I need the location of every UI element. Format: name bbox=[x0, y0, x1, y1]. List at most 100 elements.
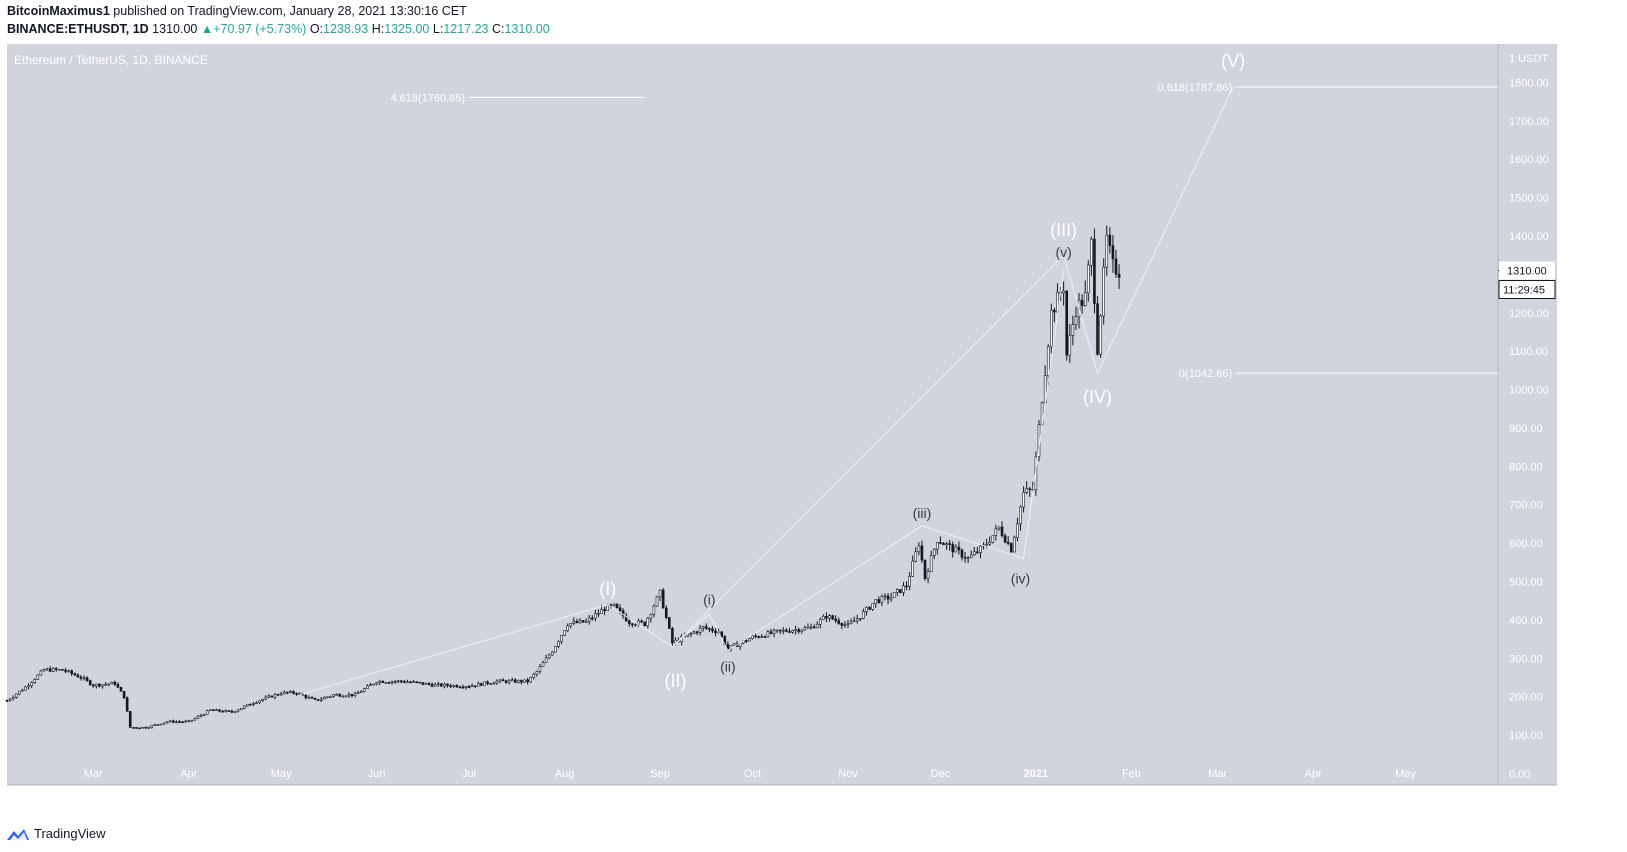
candle-body bbox=[403, 681, 406, 683]
open-label: O: bbox=[309, 22, 324, 36]
candle-body bbox=[1114, 258, 1118, 275]
candle-body bbox=[905, 585, 908, 588]
candle-body bbox=[332, 694, 335, 697]
candle-body bbox=[91, 684, 95, 687]
x-tick-label: May bbox=[271, 768, 292, 780]
candle-body bbox=[495, 680, 499, 684]
author-name[interactable]: BitcoinMaximus1 bbox=[7, 4, 110, 18]
candle-body bbox=[1111, 245, 1115, 260]
candle-body bbox=[643, 621, 646, 627]
candle-body bbox=[714, 630, 717, 633]
candle-body bbox=[655, 596, 659, 607]
candle-body bbox=[859, 618, 862, 620]
y-tick-label: 500.00 bbox=[1509, 577, 1543, 589]
candle-body bbox=[631, 623, 634, 626]
y-tick-label: 600.00 bbox=[1509, 538, 1543, 550]
candle-body bbox=[917, 545, 921, 553]
candle-body bbox=[477, 682, 480, 687]
candle-body bbox=[449, 685, 452, 688]
candle-body bbox=[1080, 299, 1084, 306]
candle-body bbox=[732, 643, 736, 646]
candle-body bbox=[440, 683, 443, 687]
candle-body bbox=[960, 549, 964, 558]
candle-body bbox=[1117, 273, 1121, 278]
candle-body bbox=[390, 681, 394, 683]
candle-body bbox=[584, 620, 588, 623]
x-tick-label: Jul bbox=[462, 768, 476, 780]
open-value: 1238.93 bbox=[323, 22, 369, 36]
candle-body bbox=[720, 631, 723, 637]
candle-body bbox=[187, 720, 191, 723]
candle-body bbox=[778, 629, 782, 632]
y-tick-label: 1500.00 bbox=[1509, 193, 1549, 205]
candle-body bbox=[70, 670, 73, 674]
candle-body bbox=[800, 629, 804, 632]
candle-body bbox=[889, 597, 893, 600]
candle-body bbox=[150, 725, 154, 728]
countdown-box bbox=[1498, 280, 1556, 300]
last-price: 1310.00 bbox=[152, 22, 198, 36]
candle-body bbox=[615, 603, 619, 609]
candle-body bbox=[190, 719, 194, 722]
tradingview-brand: TradingView bbox=[34, 826, 106, 841]
candle-body bbox=[125, 697, 129, 712]
y-tick-label: 800.00 bbox=[1509, 461, 1543, 473]
x-tick-label: Nov bbox=[838, 768, 858, 780]
candle-body bbox=[618, 607, 622, 611]
candle-body bbox=[366, 685, 369, 689]
candle-body bbox=[674, 639, 677, 644]
tradingview-logo-icon bbox=[7, 828, 29, 840]
candle-body bbox=[877, 599, 881, 603]
candle-body bbox=[36, 674, 40, 680]
candle-body bbox=[424, 683, 428, 685]
candle-body bbox=[624, 615, 628, 622]
candle-body bbox=[436, 683, 440, 686]
candle-body bbox=[239, 708, 243, 711]
candle-body bbox=[356, 692, 360, 694]
candle-body bbox=[504, 680, 508, 683]
candle-body bbox=[646, 617, 650, 627]
symbol-line: BINANCE:ETHUSDT, 1D 1310.00 ▲+70.97 (+5.… bbox=[7, 22, 550, 36]
candle-body bbox=[951, 544, 955, 553]
candle-body bbox=[470, 685, 474, 688]
candle-body bbox=[384, 682, 388, 684]
candle-body bbox=[369, 684, 372, 687]
candle-body bbox=[1105, 234, 1109, 268]
candle-body bbox=[748, 638, 751, 642]
candle-body bbox=[224, 710, 228, 713]
y-tick-label: 1000.00 bbox=[1509, 385, 1549, 397]
candle-body bbox=[815, 623, 819, 629]
candle-body bbox=[892, 592, 896, 598]
y-tick-label: 100.00 bbox=[1509, 730, 1543, 742]
last-price-box bbox=[1499, 261, 1555, 280]
candle-body bbox=[649, 613, 653, 619]
candle-body bbox=[757, 636, 760, 638]
candle-body bbox=[381, 680, 385, 683]
y-tick-label: 400.00 bbox=[1509, 615, 1543, 627]
candle-body bbox=[803, 627, 807, 631]
candle-body bbox=[932, 548, 936, 556]
published-text: published on TradingView.com, January 28… bbox=[113, 4, 467, 18]
candle-body bbox=[104, 683, 107, 686]
candle-body bbox=[671, 628, 674, 644]
candle-body bbox=[452, 685, 455, 687]
candle-body bbox=[443, 683, 446, 687]
change-value: +70.97 (+5.73%) bbox=[213, 22, 307, 36]
candle-body bbox=[812, 626, 816, 629]
candle-body bbox=[538, 666, 542, 672]
candle-body bbox=[227, 710, 231, 712]
candle-body bbox=[144, 726, 147, 729]
candle-body bbox=[128, 711, 132, 728]
tradingview-logo[interactable]: TradingView bbox=[6, 826, 106, 841]
wave-label-minor: (i) bbox=[703, 592, 715, 608]
candle-body bbox=[375, 682, 378, 685]
candle-body bbox=[79, 676, 83, 679]
candle-body bbox=[769, 631, 773, 634]
symbol-label: BINANCE:ETHUSDT, 1D bbox=[7, 22, 149, 36]
candle-body bbox=[708, 628, 711, 630]
y-tick-label: 200.00 bbox=[1509, 692, 1543, 704]
candle-body bbox=[929, 555, 933, 572]
candle-body bbox=[418, 681, 422, 684]
candle-body bbox=[831, 615, 834, 620]
